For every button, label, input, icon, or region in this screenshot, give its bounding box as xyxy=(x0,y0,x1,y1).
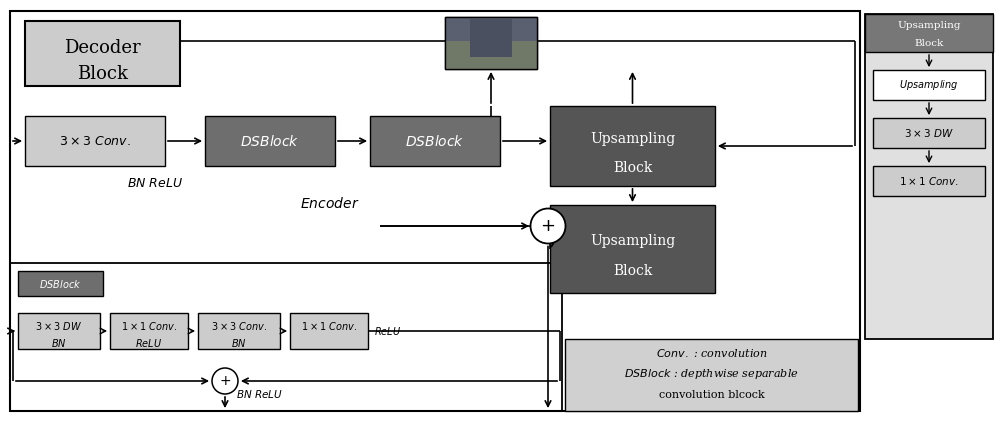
Text: $\mathit{BN}\ \mathit{ReLU}$: $\mathit{BN}\ \mathit{ReLU}$ xyxy=(236,388,284,400)
FancyBboxPatch shape xyxy=(25,116,165,166)
Text: $3\times3\ \mathit{DW}$: $3\times3\ \mathit{DW}$ xyxy=(35,320,83,332)
Text: $\mathit{DSBlock}$: $\mathit{DSBlock}$ xyxy=(405,133,465,149)
Text: $\mathit{ReLU}$: $\mathit{ReLU}$ xyxy=(374,325,401,337)
Text: $\mathit{Conv.}$ : convolution: $\mathit{Conv.}$ : convolution xyxy=(656,347,767,359)
FancyBboxPatch shape xyxy=(110,313,188,349)
Circle shape xyxy=(530,208,566,243)
Text: Upsampling: Upsampling xyxy=(897,21,961,29)
FancyBboxPatch shape xyxy=(198,313,280,349)
Text: $3\times3\ \mathit{Conv.}$: $3\times3\ \mathit{Conv.}$ xyxy=(59,134,131,147)
FancyBboxPatch shape xyxy=(25,21,180,86)
FancyBboxPatch shape xyxy=(470,19,512,57)
Text: Block: Block xyxy=(613,161,652,175)
Text: Block: Block xyxy=(613,264,652,278)
FancyBboxPatch shape xyxy=(445,17,537,69)
Text: Decoder: Decoder xyxy=(64,39,141,57)
Text: $\mathit{DSBlock}$: $\mathit{DSBlock}$ xyxy=(240,133,300,149)
FancyBboxPatch shape xyxy=(873,166,985,196)
Text: $\mathit{BN}\ \mathit{ReLU}$: $\mathit{BN}\ \mathit{ReLU}$ xyxy=(127,176,183,189)
Text: $1\times1\ \mathit{Conv.}$: $1\times1\ \mathit{Conv.}$ xyxy=(899,175,959,187)
Text: $\mathit{BN}$: $\mathit{BN}$ xyxy=(51,336,67,349)
FancyBboxPatch shape xyxy=(550,205,715,293)
Text: Block: Block xyxy=(77,65,128,83)
Text: $\mathit{Encoder}$: $\mathit{Encoder}$ xyxy=(300,195,360,210)
Text: $\mathit{BN}$: $\mathit{BN}$ xyxy=(231,336,247,349)
Text: $3\times3\ \mathit{Conv.}$: $3\times3\ \mathit{Conv.}$ xyxy=(211,320,267,332)
Text: $1\times1\ \mathit{Conv.}$: $1\times1\ \mathit{Conv.}$ xyxy=(121,320,177,332)
Text: Block: Block xyxy=(914,38,944,48)
FancyBboxPatch shape xyxy=(873,118,985,148)
Text: $\mathit{Upsampling}$: $\mathit{Upsampling}$ xyxy=(899,78,959,92)
Text: $1\times1\ \mathit{Conv.}$: $1\times1\ \mathit{Conv.}$ xyxy=(301,320,357,332)
FancyBboxPatch shape xyxy=(370,116,500,166)
FancyBboxPatch shape xyxy=(865,14,993,339)
Text: $\mathit{DSBlock}$: $\mathit{DSBlock}$ xyxy=(39,277,82,290)
Text: convolution blcock: convolution blcock xyxy=(659,390,764,400)
Text: $+$: $+$ xyxy=(540,217,556,235)
FancyBboxPatch shape xyxy=(865,14,993,52)
FancyBboxPatch shape xyxy=(18,313,100,349)
Text: $\mathit{DSBlock}$ : depthwise separable: $\mathit{DSBlock}$ : depthwise separable xyxy=(624,367,799,381)
FancyBboxPatch shape xyxy=(290,313,368,349)
FancyBboxPatch shape xyxy=(550,106,715,186)
Circle shape xyxy=(212,368,238,394)
Text: Upsampling: Upsampling xyxy=(590,234,675,248)
FancyBboxPatch shape xyxy=(205,116,335,166)
Text: Upsampling: Upsampling xyxy=(590,132,675,146)
Text: $\mathit{ReLU}$: $\mathit{ReLU}$ xyxy=(135,336,163,349)
Text: $+$: $+$ xyxy=(219,374,231,388)
Text: $3\times3\ \mathit{DW}$: $3\times3\ \mathit{DW}$ xyxy=(904,127,954,139)
FancyBboxPatch shape xyxy=(445,17,537,41)
FancyBboxPatch shape xyxy=(18,271,103,296)
FancyBboxPatch shape xyxy=(873,70,985,100)
FancyBboxPatch shape xyxy=(565,339,858,411)
FancyBboxPatch shape xyxy=(445,41,537,69)
